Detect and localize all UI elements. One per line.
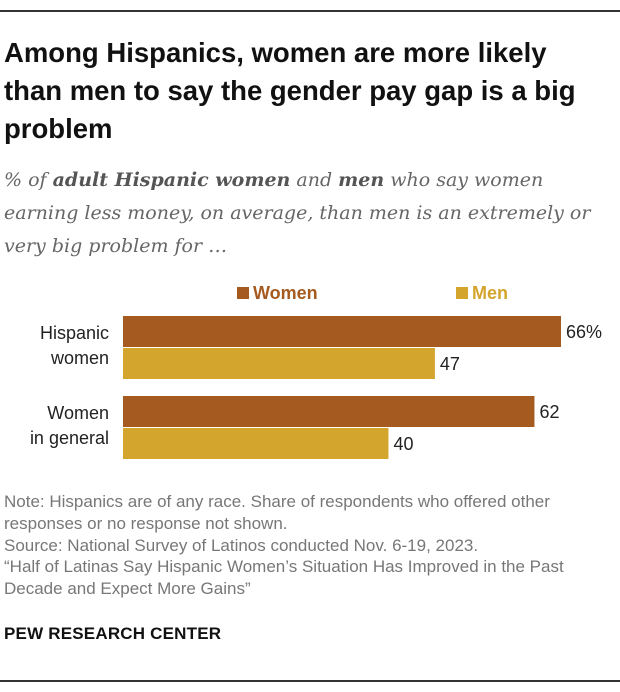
subtitle-part2: and (290, 169, 339, 191)
legend-swatch-men (456, 287, 468, 299)
category-label: Women in general (30, 403, 109, 448)
bar-value-label: 62 (539, 402, 559, 422)
chart-subtitle: % of adult Hispanic women and men who sa… (4, 164, 609, 263)
pew-logo-text: PEW RESEARCH CENTER (4, 624, 222, 643)
category-label-line: in general (30, 428, 109, 448)
legend-label-women: Women (253, 283, 318, 303)
source-text: Source: National Survey of Latinos condu… (4, 535, 479, 555)
bottom-rule (0, 680, 620, 682)
bar-men (123, 428, 389, 459)
category-label-line: Women (47, 403, 109, 423)
top-rule (0, 10, 620, 12)
note-text: Note: Hispanics are of any race. Share o… (4, 492, 550, 533)
chart-notes: Note: Hispanics are of any race. Share o… (4, 491, 614, 600)
bar-chart: Women Men Hispanic women Women in general 66% 6… (30, 283, 602, 459)
bar-women (123, 396, 535, 427)
category-label: Hispanic women (40, 323, 109, 368)
bar-value-label: 47 (440, 354, 460, 374)
bar-women (123, 316, 561, 347)
bar-value-label: 66% (566, 322, 602, 342)
subtitle-part1: % of (4, 169, 53, 191)
category-label-line: Hispanic (40, 323, 109, 343)
legend-swatch-women (237, 287, 249, 299)
bar-men (123, 348, 435, 379)
legend-label-men: Men (472, 283, 508, 303)
subtitle-bold2: men (338, 169, 385, 191)
bar-value-label: 40 (393, 434, 413, 454)
chart-title: Among Hispanics, women are more likely t… (4, 37, 576, 144)
category-label-line: women (50, 348, 109, 368)
subtitle-bold1: adult Hispanic women (52, 169, 291, 191)
report-title-text: “Half of Latinas Say Hispanic Women’s Si… (4, 557, 564, 599)
subtitle-part3: who say women earning less money, on ave… (4, 169, 591, 257)
